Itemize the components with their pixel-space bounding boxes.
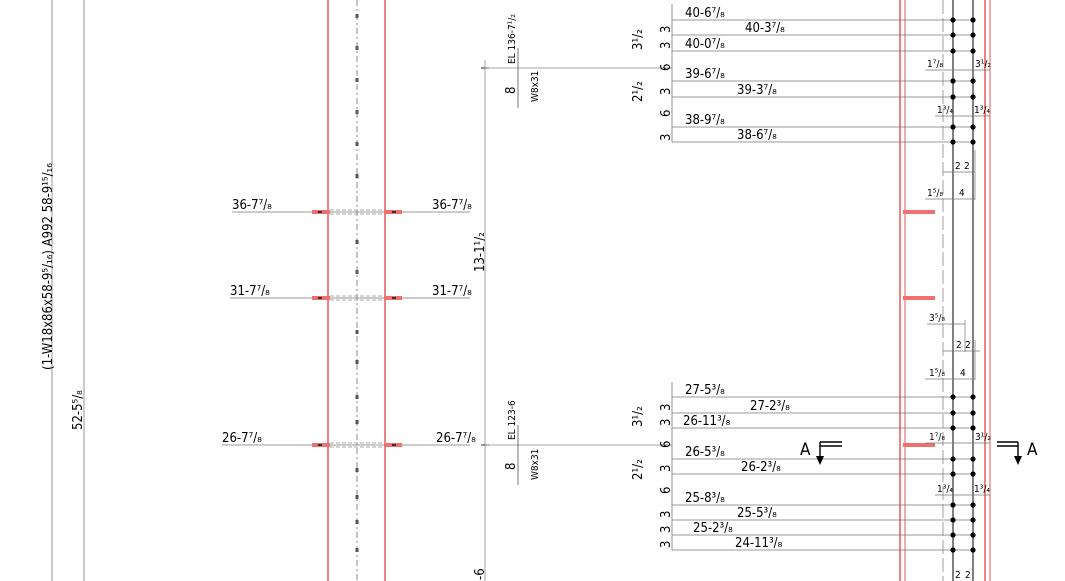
hole-row-top: 36-7⁷/₈ 36-7⁷/₈ xyxy=(232,198,472,215)
upper-edge-5: 2 xyxy=(955,161,961,172)
lower-bolt-group: 27-5³/₈ 27-2³/₈ 26-11³/₈ 26-5³/₈ 26-2³/₈… xyxy=(631,313,991,581)
section-mark-left: A xyxy=(800,440,842,465)
hole-top-left-label: 36-7⁷/₈ xyxy=(232,198,272,213)
lower-spacing-8: 3 xyxy=(659,541,674,548)
upper-edge-1: 1⁷/₈ xyxy=(927,59,943,70)
lower-row-6: 25-8³/₈ xyxy=(685,491,725,506)
lower-beam-elevation: EL 123-6 xyxy=(507,400,518,440)
upper-edge-8: 4 xyxy=(959,188,965,199)
upper-spacing-3: 6 xyxy=(659,64,674,71)
hole-row-low: 26-7⁷/₈ 26-7⁷/₈ xyxy=(222,431,476,448)
lower-spacing-6: 3 xyxy=(659,511,674,518)
lower-beam: EL 123-6 8 W8x31 xyxy=(485,400,660,485)
hole-low-left-label: 26-7⁷/₈ xyxy=(222,431,262,446)
section-mark-right: A xyxy=(997,440,1038,465)
lower-beam-depth: 8 xyxy=(504,463,519,470)
upper-group-dim-1: 3¹/₂ xyxy=(631,29,646,50)
lower-spacing-2: 3 xyxy=(659,419,674,426)
upper-spacing-5: 6 xyxy=(659,110,674,117)
lower-group-dim-1: 3¹/₂ xyxy=(631,406,646,427)
section-letter-right: A xyxy=(1027,440,1038,460)
upper-group-dim-2: 2¹/₂ xyxy=(631,81,646,102)
upper-row-6: 38-9⁷/₈ xyxy=(685,113,725,128)
bottom-dim-label: -6 xyxy=(473,568,488,580)
lower-edge-10: 2 xyxy=(955,570,961,581)
upper-edge-3: 1³/₄ xyxy=(937,105,953,116)
lower-edge-4: 1⁵/₈ xyxy=(929,368,945,379)
hole-top-right-label: 36-7⁷/₈ xyxy=(432,198,472,213)
lower-row-7: 25-5³/₈ xyxy=(737,506,777,521)
lower-row-1: 27-5³/₈ xyxy=(685,383,725,398)
upper-beam-elevation: EL 136-7¹/₂ xyxy=(507,14,518,64)
upper-beam: EL 136-7¹/₂ 8 W8x31 xyxy=(485,14,660,108)
lower-row-2: 27-2³/₈ xyxy=(750,399,790,414)
overall-dimension: 13-1¹/₂ -6 xyxy=(473,60,489,581)
upper-row-7: 38-6⁷/₈ xyxy=(737,128,777,143)
lower-edge-9: 1³/₄ xyxy=(974,484,990,495)
overall-dim-label: 13-1¹/₂ xyxy=(473,232,488,272)
hole-mid-right-label: 31-7⁷/₈ xyxy=(432,284,472,299)
lower-edge-11: 2 xyxy=(965,570,971,581)
lower-edge-7: 3¹/₂ xyxy=(975,432,991,443)
lower-edge-2: 2 xyxy=(956,340,962,351)
lower-spacing-1: 3 xyxy=(659,404,674,411)
lower-edge-6: 1⁷/₈ xyxy=(929,432,945,443)
upper-spacing-4: 3 xyxy=(659,88,674,95)
upper-edge-7: 1⁵/₈ xyxy=(927,188,943,199)
upper-edge-4: 1³/₄ xyxy=(974,105,990,116)
hole-low-right-label: 26-7⁷/₈ xyxy=(436,431,476,446)
upper-spacing-2: 3 xyxy=(659,42,674,49)
lower-spacing-5: 6 xyxy=(659,487,674,494)
upper-edge-6: 2 xyxy=(964,161,970,172)
lower-row-8: 25-2³/₈ xyxy=(693,521,733,536)
web-ticks xyxy=(355,14,359,552)
lower-spacing-4: 3 xyxy=(659,465,674,472)
lower-spacing-3: 6 xyxy=(659,441,674,448)
upper-row-1: 40-6⁷/₈ xyxy=(685,6,725,21)
member-callout: (1-W18x86x58-9⁵/₁₆) A992 58-9¹⁵/₁₆ xyxy=(41,163,56,370)
upper-row-2: 40-3⁷/₈ xyxy=(745,21,785,36)
lower-row-5: 26-2³/₈ xyxy=(741,460,781,475)
upper-row-4: 39-6⁷/₈ xyxy=(685,67,725,82)
upper-beam-size: W8x31 xyxy=(530,71,541,102)
lower-edge-5: 4 xyxy=(960,368,966,379)
connection-plates xyxy=(899,0,991,581)
lower-row-9: 24-11³/₈ xyxy=(735,536,783,551)
member-outline xyxy=(51,0,85,581)
upper-row-3: 40-0⁷/₈ xyxy=(685,37,725,52)
upper-row-5: 39-3⁷/₈ xyxy=(737,83,777,98)
hole-mid-left-label: 31-7⁷/₈ xyxy=(230,284,270,299)
lower-edge-8: 1³/₄ xyxy=(937,484,953,495)
column-flanges xyxy=(327,0,386,581)
lower-edge-1: 3⁵/₈ xyxy=(929,313,945,324)
upper-edge-2: 3¹/₂ xyxy=(975,59,991,70)
lower-spacing-7: 3 xyxy=(659,526,674,533)
upper-spacing-6: 3 xyxy=(659,134,674,141)
upper-beam-depth: 8 xyxy=(504,87,519,94)
section-letter-left: A xyxy=(800,440,811,460)
upper-bolt-group: 40-6⁷/₈ 40-3⁷/₈ 40-0⁷/₈ 39-6⁷/₈ 39-3⁷/₈ … xyxy=(631,4,991,200)
lower-row-3: 26-11³/₈ xyxy=(683,414,731,429)
lower-edge-3: 2 xyxy=(965,340,971,351)
lower-group-dim-2: 2¹/₂ xyxy=(631,459,646,480)
member-length: 52-5⁵/₈ xyxy=(71,390,86,430)
upper-spacing-1: 3 xyxy=(659,26,674,33)
hole-row-mid: 31-7⁷/₈ 31-7⁷/₈ xyxy=(230,284,472,301)
lower-beam-size: W8x31 xyxy=(530,449,541,480)
lower-row-4: 26-5³/₈ xyxy=(685,445,725,460)
